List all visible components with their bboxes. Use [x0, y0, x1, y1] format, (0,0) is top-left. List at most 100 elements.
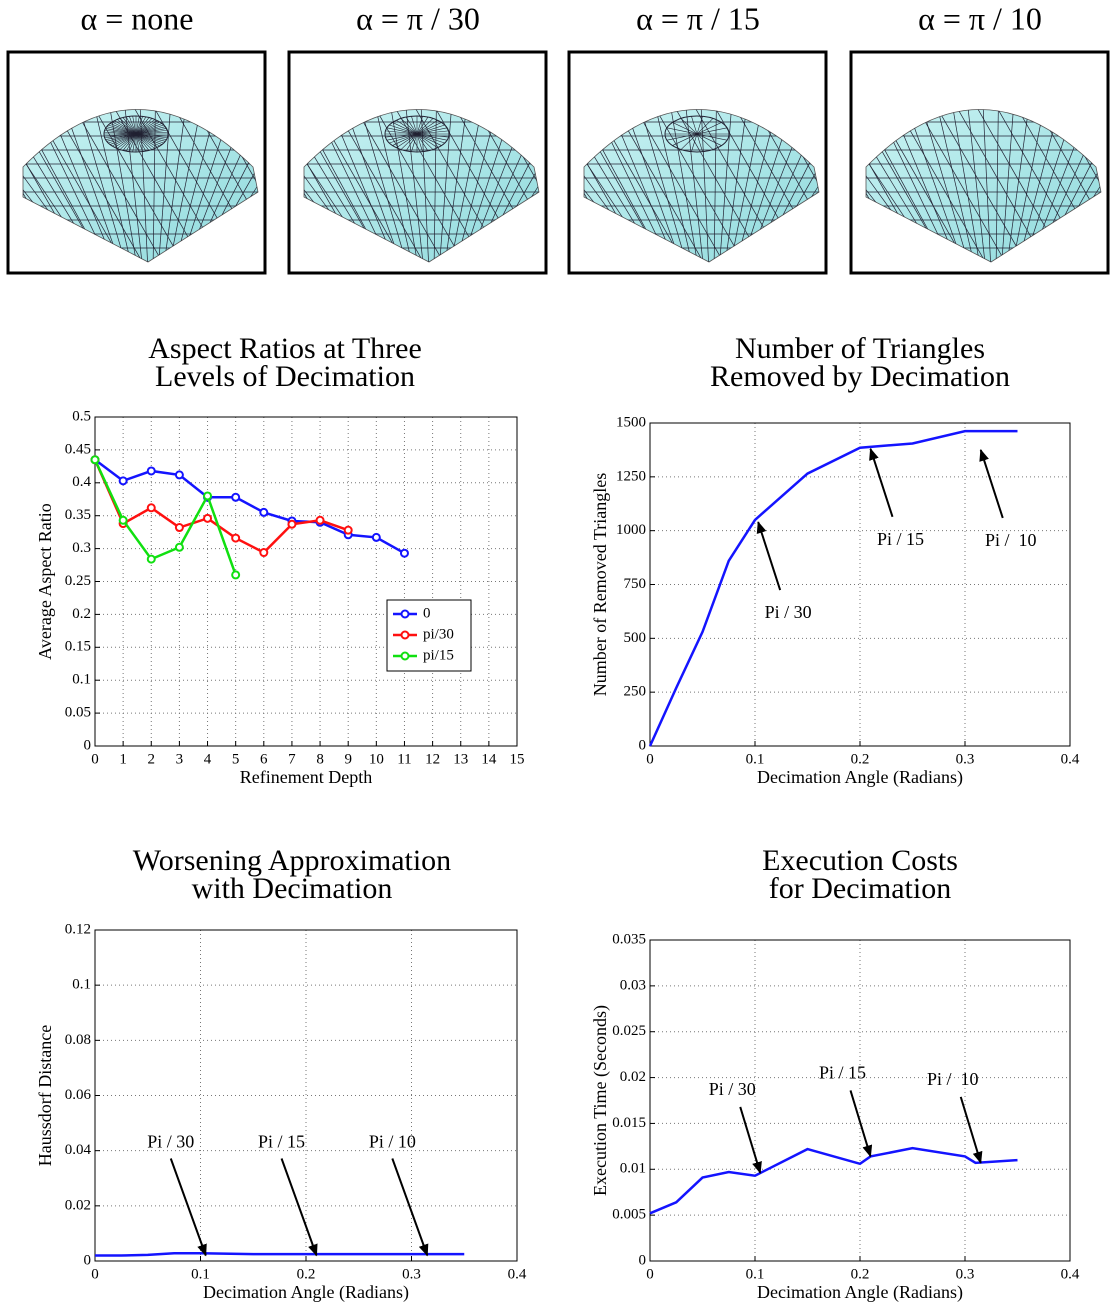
y-tick-label: 0.04	[65, 1142, 92, 1158]
y-axis-label: Average Aspect Ratio	[35, 503, 55, 660]
x-tick-label: 15	[510, 751, 525, 767]
y-tick-label: 0.05	[65, 705, 91, 721]
x-tick-label: 0.4	[1061, 751, 1080, 767]
plot-frame	[94, 929, 518, 1262]
x-tick-label: 0.1	[746, 1266, 765, 1282]
mesh-line	[962, 109, 987, 262]
x-tick-label: 9	[344, 751, 352, 767]
x-tick-label: 6	[260, 751, 268, 767]
series-line	[93, 459, 349, 555]
y-tick-label: 750	[624, 576, 647, 592]
y-tick-label: 0.2	[72, 606, 91, 622]
mesh-line	[348, 109, 470, 262]
mesh-line	[47, 109, 124, 262]
mesh-line	[1010, 109, 1054, 262]
mesh-line	[104, 131, 168, 137]
annotation-arrow	[391, 1158, 429, 1257]
mesh-line	[152, 109, 157, 262]
annotation-arrow	[959, 1096, 983, 1164]
x-tick-label: 1	[119, 751, 127, 767]
mesh-line	[101, 109, 139, 262]
mesh-line	[590, 109, 680, 262]
x-axis-label: Decimation Angle (Radians)	[757, 767, 963, 788]
mesh-line	[448, 109, 539, 262]
annotation: Pi / 30	[765, 602, 812, 622]
panel-label: α = π / 15	[636, 0, 760, 36]
y-tick-label: 0	[639, 1252, 647, 1268]
y-tick-label: 0.25	[65, 573, 91, 589]
mesh-line	[137, 109, 149, 262]
y-tick-label: 0.35	[65, 507, 91, 523]
mesh-line	[908, 109, 972, 262]
annotation-arrow	[169, 1158, 207, 1257]
mesh-line	[626, 109, 690, 262]
annotation: Pi / 15	[877, 529, 924, 549]
x-tick-label: 0	[646, 1266, 654, 1282]
point	[231, 570, 241, 580]
mesh-line	[608, 109, 730, 262]
mesh-line	[328, 109, 450, 262]
annotation-arrow	[739, 1106, 762, 1174]
series-line	[648, 429, 1018, 747]
x-tick-label: 0.2	[851, 1266, 870, 1282]
mesh-line	[890, 109, 967, 262]
chart-title: Number of Triangles	[735, 332, 985, 365]
legend-marker	[400, 609, 410, 619]
mesh-line	[870, 109, 992, 262]
mesh-line	[308, 109, 430, 262]
plot-area	[95, 930, 517, 1261]
mesh-line	[1030, 109, 1101, 262]
mesh-line	[382, 109, 420, 262]
x-tick-label: 0.3	[956, 751, 975, 767]
y-tick-label: 0.06	[65, 1087, 92, 1103]
annotation: Pi / 10	[985, 530, 1037, 550]
mesh-line	[728, 109, 772, 262]
plot-frame	[94, 416, 518, 747]
series-line	[95, 1252, 465, 1257]
x-tick-label: 0	[91, 751, 99, 767]
mesh-line	[664, 115, 730, 153]
mesh-line	[644, 109, 695, 262]
mesh-line	[728, 109, 819, 262]
y-tick-label: 1000	[616, 522, 646, 538]
point	[231, 492, 241, 502]
y-tick-label: 0.035	[612, 931, 646, 947]
y-tick-label: 0.1	[72, 672, 91, 688]
x-tick-label: 0	[646, 751, 654, 767]
plot-frame	[649, 422, 1071, 747]
panel-label: α = none	[80, 0, 193, 36]
mesh-line	[666, 127, 728, 141]
mesh-line	[944, 109, 982, 262]
mesh-line	[608, 109, 685, 262]
y-tick-label: 0.02	[620, 1069, 646, 1085]
mesh-line	[1015, 109, 1072, 262]
annotation-arrow	[849, 1090, 873, 1158]
y-axis-label: Number of Removed Triangles	[590, 473, 610, 696]
chart-title: Worsening Approximation	[133, 844, 451, 877]
legend-label: pi/15	[423, 647, 454, 663]
series-line	[649, 1146, 1018, 1215]
x-tick-label: 2	[148, 751, 156, 767]
mesh-line	[980, 109, 992, 262]
mesh-line	[385, 130, 449, 138]
series-line	[93, 459, 237, 576]
annotation-arrow	[979, 448, 1004, 519]
point	[259, 507, 269, 517]
mesh-line	[698, 109, 710, 262]
mesh-line	[926, 109, 977, 262]
point	[231, 533, 241, 543]
mesh-line	[167, 109, 211, 262]
x-tick-label: 11	[397, 751, 411, 767]
y-tick-label: 0.08	[65, 1032, 91, 1048]
point	[90, 455, 100, 465]
y-tick-label: 0.015	[612, 1115, 646, 1131]
y-tick-label: 0.12	[65, 921, 91, 937]
mesh-line	[718, 109, 736, 262]
mesh-line	[468, 109, 539, 262]
annotation: Pi / 30	[147, 1132, 194, 1152]
y-tick-label: 0	[84, 737, 92, 753]
x-tick-label: 0.2	[297, 1266, 316, 1282]
chart-title: Aspect Ratios at Three	[148, 332, 422, 365]
point	[146, 466, 156, 476]
mesh-line	[23, 109, 129, 262]
